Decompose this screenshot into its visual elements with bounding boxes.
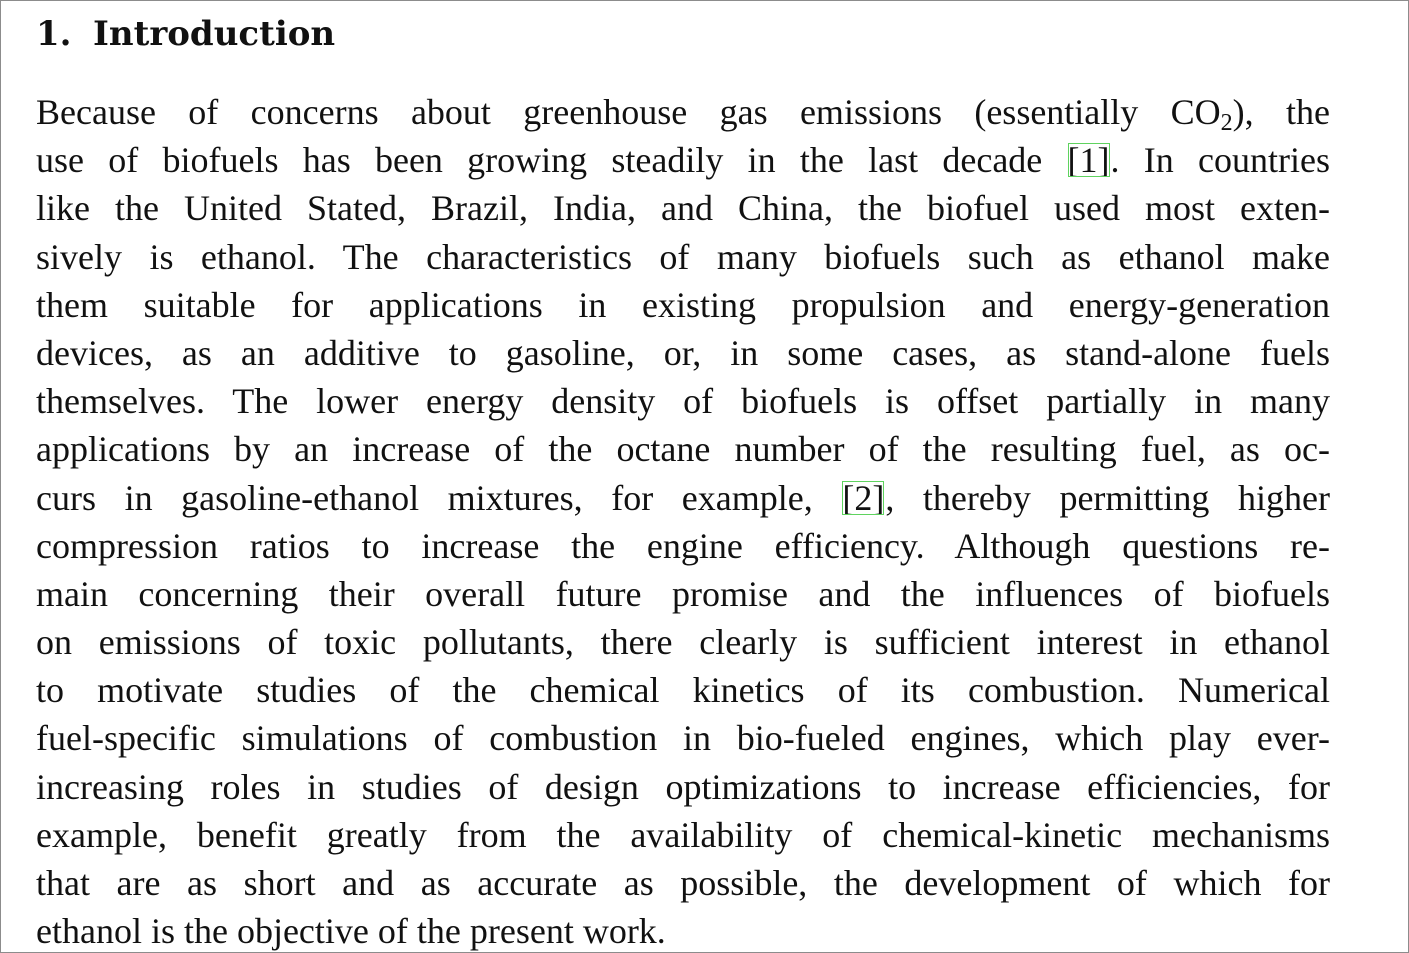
paragraph-line: main concerning their overall future pro…: [36, 573, 1330, 614]
paragraph-line: applications by an increase of the octan…: [36, 429, 1330, 470]
line-text: , thereby permitting higher: [885, 477, 1330, 518]
line-text: ), the: [1232, 92, 1331, 132]
section-title: Introduction: [93, 14, 336, 54]
section-number: 1.: [36, 14, 72, 54]
paragraph-line: themselves. The lower energy density of …: [36, 381, 1330, 422]
introduction-paragraph: Because of concerns about greenhouse gas…: [36, 88, 1330, 952]
paragraph-line: curs in gasoline-ethanol mixtures, for e…: [36, 474, 1330, 522]
paragraph-line: fuel-specific simulations of combustion …: [36, 718, 1330, 759]
line-text: use of biofuels has been growing steadil…: [36, 140, 1067, 181]
paragraph-line: devices, as an additive to gasoline, or,…: [36, 332, 1330, 373]
line-text: curs in gasoline-ethanol mixtures, for e…: [36, 477, 842, 518]
paragraph-line: like the United Stated, Brazil, India, a…: [36, 188, 1330, 229]
line-text: . In countries: [1110, 140, 1330, 181]
paragraph-line: Because of concerns about greenhouse gas…: [36, 88, 1330, 136]
paragraph-line: sively is ethanol. The characteristics o…: [36, 236, 1330, 277]
paragraph-line: example, benefit greatly from the availa…: [36, 814, 1330, 855]
section-heading: 1. Introduction: [36, 12, 335, 56]
citation-link-1[interactable]: [1]: [1067, 140, 1110, 181]
paragraph-line: compression ratios to increase the engin…: [36, 525, 1330, 566]
paragraph-line: them suitable for applications in existi…: [36, 284, 1330, 325]
paragraph-line: on emissions of toxic pollutants, there …: [36, 622, 1330, 663]
paragraph-line: ethanol is the objective of the present …: [36, 911, 666, 952]
paragraph-line: increasing roles in studies of design op…: [36, 766, 1330, 807]
subscript: 2: [1220, 110, 1233, 136]
line-text: Because of concerns about greenhouse gas…: [36, 92, 1221, 132]
citation-link-2[interactable]: [2]: [842, 477, 885, 518]
paragraph-line: to motivate studies of the chemical kine…: [36, 670, 1330, 711]
paragraph-line: that are as short and as accurate as pos…: [36, 863, 1330, 903]
paragraph-line: use of biofuels has been growing steadil…: [36, 136, 1330, 184]
